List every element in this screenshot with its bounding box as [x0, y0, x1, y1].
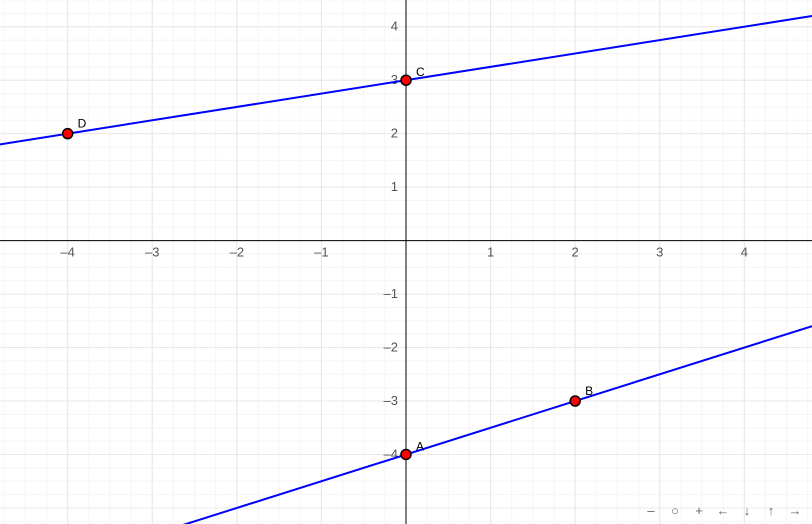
- zoom-in-icon[interactable]: +: [692, 503, 706, 518]
- x-tick-label: 3: [656, 245, 663, 260]
- y-tick-label: –2: [384, 340, 398, 355]
- x-tick-label: 1: [487, 245, 494, 260]
- reset-icon[interactable]: –: [644, 503, 658, 518]
- y-tick-label: –1: [384, 286, 398, 301]
- x-tick-label: –1: [314, 245, 328, 260]
- y-tick-label: –3: [384, 393, 398, 408]
- data-points: A B C D: [63, 65, 594, 459]
- point-label-B: B: [585, 384, 593, 398]
- point-label-A: A: [416, 439, 424, 453]
- pan-left-icon[interactable]: ←: [716, 503, 730, 518]
- y-tick-label: 4: [391, 19, 398, 34]
- pan-up-icon[interactable]: ↑: [764, 503, 778, 518]
- y-tick-label: 1: [391, 179, 398, 194]
- x-tick-label: –4: [60, 245, 74, 260]
- x-tick-label: –2: [230, 245, 244, 260]
- point-C[interactable]: C: [401, 65, 425, 85]
- home-icon[interactable]: ○: [668, 503, 682, 518]
- point-label-C: C: [416, 65, 425, 79]
- chart-svg: –4–3–2–11234–4–3–2–11234ABCD: [0, 0, 812, 524]
- x-tick-label: –3: [145, 245, 159, 260]
- x-tick-label: 4: [741, 245, 748, 260]
- y-tick-label: 2: [391, 126, 398, 141]
- point-A[interactable]: A: [401, 439, 424, 459]
- chart-toolbar: – ○ + ← ↓ ↑ →: [644, 503, 802, 518]
- pan-down-icon[interactable]: ↓: [740, 503, 754, 518]
- coordinate-plane-chart: –4–3–2–11234–4–3–2–11234ABCD – ○ + ← ↓ ↑…: [0, 0, 812, 524]
- pan-right-icon[interactable]: →: [788, 503, 802, 518]
- y-tick-label: 3: [391, 72, 398, 87]
- point-label-D: D: [78, 117, 87, 131]
- x-tick-label: 2: [572, 245, 579, 260]
